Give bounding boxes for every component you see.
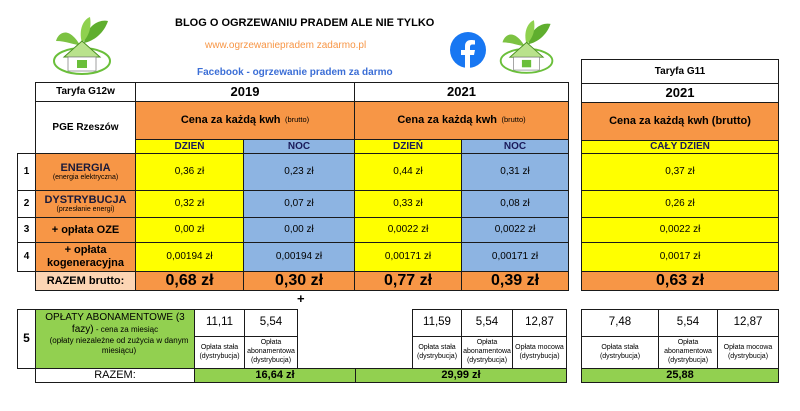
row-label-kogeneracja: + opłata kogeneracyjna bbox=[35, 242, 136, 272]
value-cell: 0,0022 zł bbox=[354, 217, 462, 243]
logo-right bbox=[497, 17, 557, 77]
value-cell: 0,00171 zł bbox=[461, 242, 569, 272]
fee-label: Opłata stała (dystrybucja) bbox=[412, 336, 462, 369]
fee-value: 12,87 bbox=[512, 309, 567, 337]
price-header-2019: Cena za każdą kwh (brutto) bbox=[135, 101, 355, 140]
blog-url-link[interactable]: www.ogrzewaniepradem zadarmo.pl bbox=[205, 40, 367, 51]
year-2019-header: 2019 bbox=[135, 82, 355, 102]
value-cell: 0,33 zł bbox=[354, 190, 462, 218]
year-2021-header: 2021 bbox=[354, 82, 569, 102]
row-label-oze: + opłata OZE bbox=[35, 217, 136, 243]
blog-title: BLOG O OGRZEWANIU PRADEM ALE NIE TYLKO bbox=[175, 17, 435, 29]
facebook-button[interactable] bbox=[449, 31, 487, 69]
value-cell: 0,32 zł bbox=[135, 190, 244, 218]
fees-label-mid: - cena za miesiąc bbox=[93, 325, 159, 334]
fees-label: OPŁATY ABONAMENTOWE (3 fazy) - cena za m… bbox=[35, 309, 195, 369]
facebook-icon bbox=[450, 32, 486, 68]
fee-value: 12,87 bbox=[717, 309, 779, 337]
value-cell: 0,0022 zł bbox=[581, 217, 779, 243]
fees-total-g11: 25,88 bbox=[581, 368, 779, 383]
fees-total-2019: 16,64 zł bbox=[194, 368, 356, 383]
value-cell: 0,00194 zł bbox=[135, 242, 244, 272]
total-label: RAZEM brutto: bbox=[35, 271, 136, 291]
provider-label: PGE Rzeszów bbox=[35, 101, 136, 154]
fee-label: Opłata stała (dystrybucja) bbox=[194, 336, 245, 369]
price-header-2021: Cena za każdą kwh (brutto) bbox=[354, 101, 569, 140]
zone-night-2021: NOC bbox=[461, 139, 569, 154]
row-sublabel-text: (energia elektryczna) bbox=[52, 174, 119, 182]
year-2021-header: 2021 bbox=[581, 83, 779, 103]
fee-label: Opłata abonamentowa (dystrybucja) bbox=[461, 336, 513, 369]
fee-value: 5,54 bbox=[461, 309, 513, 337]
total-value: 0,77 zł bbox=[354, 271, 462, 291]
zone-all-day: CAŁY DZIEŃ bbox=[581, 140, 779, 154]
fees-total-2021: 29,99 zł bbox=[355, 368, 567, 383]
total-value: 0,68 zł bbox=[135, 271, 244, 291]
value-cell: 0,00 zł bbox=[243, 217, 355, 243]
row-number: 3 bbox=[17, 217, 36, 243]
value-cell: 0,31 zł bbox=[461, 153, 569, 191]
fee-value: 11,11 bbox=[194, 309, 245, 337]
fee-value: 11,59 bbox=[412, 309, 462, 337]
fee-value: 5,54 bbox=[658, 309, 718, 337]
price-header-g11: Cena za każdą kwh (brutto) bbox=[581, 102, 779, 141]
price-header-suffix: (brutto) bbox=[501, 115, 526, 125]
value-cell: 0,0017 zł bbox=[581, 242, 779, 272]
price-header-suffix: (brutto) bbox=[284, 115, 310, 125]
green-house-logo-icon bbox=[499, 20, 554, 74]
value-cell: 0,00 zł bbox=[135, 217, 244, 243]
value-cell: 0,00171 zł bbox=[354, 242, 462, 272]
row-label-text: ENERGIA bbox=[60, 161, 111, 174]
value-cell: 0,37 zł bbox=[581, 153, 779, 191]
price-header-text: Cena za każdą kwh bbox=[397, 114, 497, 127]
fee-value: 7,48 bbox=[581, 309, 659, 337]
fee-label: Opłata mocowa (dystrybucja) bbox=[512, 336, 567, 369]
value-cell: 0,08 zł bbox=[461, 190, 569, 218]
row-label-dystrybucja: DYSTRYBUCJA (przesłanie energi) bbox=[35, 190, 136, 218]
fee-label: Opłata abonamentowa (dystrybucja) bbox=[658, 336, 718, 369]
facebook-page-link[interactable]: Facebook - ogrzewanie pradem za darmo bbox=[197, 67, 393, 78]
row-number: 4 bbox=[17, 242, 36, 272]
fees-total-label: RAZEM: bbox=[35, 368, 195, 383]
fee-value: 5,54 bbox=[244, 309, 298, 337]
fee-label: Opłata mocowa (dystrybucja) bbox=[717, 336, 779, 369]
value-cell: 0,00194 zł bbox=[243, 242, 355, 272]
value-cell: 0,23 zł bbox=[243, 153, 355, 191]
fee-label: Opłata stała (dystrybucja) bbox=[581, 336, 659, 369]
green-house-logo-icon bbox=[53, 17, 111, 75]
total-value: 0,39 zł bbox=[461, 271, 569, 291]
value-cell: 0,07 zł bbox=[243, 190, 355, 218]
price-header-text: Cena za każdą kwh bbox=[180, 114, 281, 127]
value-cell: 0,36 zł bbox=[135, 153, 244, 191]
logo-left bbox=[50, 15, 115, 77]
zone-night-2019: NOC bbox=[243, 139, 355, 154]
tariff-g12w-label: Taryfa G12w bbox=[35, 82, 136, 102]
zone-day-2021: DZIEŃ bbox=[354, 139, 462, 154]
value-cell: 0,0022 zł bbox=[461, 217, 569, 243]
plus-sign: + bbox=[297, 291, 305, 306]
row-number: 1 bbox=[17, 153, 36, 191]
zone-day-2019: DZIEŃ bbox=[135, 139, 244, 154]
tariff-g11-label: Taryfa G11 bbox=[581, 59, 779, 84]
row-number: 2 bbox=[17, 190, 36, 218]
total-value: 0,30 zł bbox=[243, 271, 355, 291]
total-value: 0,63 zł bbox=[581, 271, 779, 291]
row-number: 5 bbox=[17, 309, 36, 369]
fee-label: Opłata abonamentowa (dystrybucja) bbox=[244, 336, 298, 369]
fees-label-note: (opłaty niezależne od zużycia w danym mi… bbox=[49, 336, 189, 355]
row-label-energia: ENERGIA (energia elektryczna) bbox=[35, 153, 136, 191]
value-cell: 0,26 zł bbox=[581, 190, 779, 218]
row-label-text: DYSTRYBUCJA bbox=[44, 193, 127, 206]
fees-label-main: OPŁATY ABONAMENTOWE (3 fazy) bbox=[45, 312, 185, 335]
value-cell: 0,44 zł bbox=[354, 153, 462, 191]
row-sublabel-text: (przesłanie energi) bbox=[56, 206, 115, 214]
